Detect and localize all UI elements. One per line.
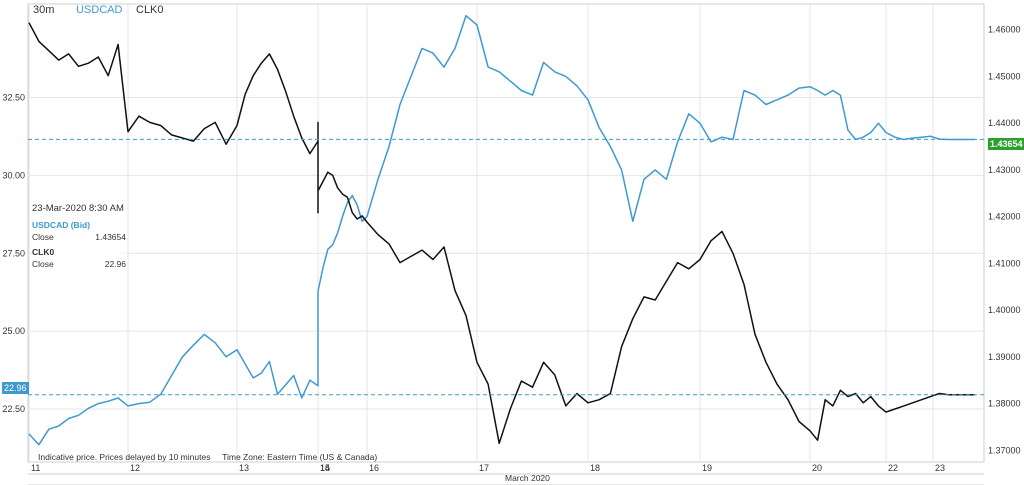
- x-tick-label: 23: [935, 463, 945, 473]
- x-tick-label: 13: [239, 463, 249, 473]
- crosshair-tooltip: 23-Mar-2020 8:30 AM USDCAD (Bid) Close 1.…: [32, 203, 126, 271]
- tooltip-close-label-2: Close: [32, 259, 54, 269]
- last-price-clk0-tag: 22.96: [2, 382, 29, 394]
- x-tick-label: 16: [369, 463, 379, 473]
- right-tick-label: 1.38000: [988, 399, 1021, 409]
- left-tick-label: 27.50: [2, 248, 25, 258]
- x-tick-label: 18: [590, 463, 600, 473]
- x-tick-label: 17: [479, 463, 489, 473]
- right-tick-label: 1.45000: [988, 71, 1021, 81]
- tooltip-datetime: 23-Mar-2020 8:30 AM: [32, 203, 124, 214]
- right-tick-label: 1.37000: [988, 445, 1021, 455]
- right-tick-label: 1.46000: [988, 25, 1021, 35]
- x-tick-label: 14: [320, 463, 330, 473]
- right-tick-label: 1.39000: [988, 352, 1021, 362]
- tooltip-series2-close: 22.96: [104, 259, 126, 269]
- series-line-usdcad: [28, 14, 975, 446]
- x-tick-label: 12: [130, 463, 140, 473]
- right-tick-label: 1.42000: [988, 212, 1021, 222]
- right-tick-label: 1.40000: [988, 305, 1021, 315]
- x-tick-label: 19: [702, 463, 712, 473]
- left-tick-label: 30.00: [2, 170, 25, 180]
- right-tick-label: 1.41000: [988, 258, 1021, 268]
- right-tick-label: 1.43000: [988, 165, 1021, 175]
- x-tick-label: 22: [888, 463, 898, 473]
- footer-note: Indicative price. Prices delayed by 10 m…: [38, 452, 377, 462]
- series-usdcad-label[interactable]: USDCAD: [76, 4, 123, 16]
- tooltip-series1-label: USDCAD (Bid): [32, 219, 91, 230]
- left-tick-label: 25.00: [2, 326, 25, 336]
- tooltip-series2-label: CLK0: [32, 246, 55, 257]
- tooltip-series1-close: 1.43654: [95, 232, 126, 242]
- interval-label[interactable]: 30m: [33, 4, 55, 16]
- last-price-usdcad-tag: 1.43654: [988, 138, 1024, 150]
- plot-frame: [27, 3, 985, 463]
- series-line-clk0: [28, 22, 975, 445]
- x-tick-label: 11: [31, 463, 40, 473]
- delay-note: Indicative price. Prices delayed by 10 m…: [38, 452, 211, 462]
- x-tick-label: 20: [812, 463, 822, 473]
- tooltip-close-label-1: Close: [32, 232, 54, 242]
- x-tick-label: 15: [320, 463, 330, 473]
- series-clk0-label[interactable]: CLK0: [136, 4, 164, 16]
- left-tick-label: 22.50: [2, 404, 25, 414]
- left-tick-label: 32.50: [2, 92, 25, 102]
- month-label: March 2020: [505, 473, 550, 483]
- right-tick-label: 1.44000: [988, 118, 1021, 128]
- timezone-note: Time Zone: Eastern Time (US & Canada): [222, 452, 378, 462]
